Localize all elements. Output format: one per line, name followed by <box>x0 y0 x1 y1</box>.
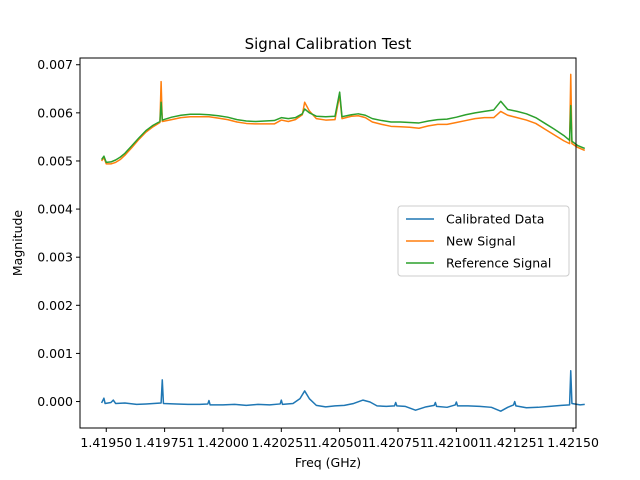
x-tick-label: 1.420251 <box>251 435 311 450</box>
x-tick-label: 1.41950 <box>80 435 132 450</box>
y-tick-label: 0.000 <box>37 394 73 409</box>
series-line-new-signal <box>100 73 586 165</box>
x-tick-label: 1.42000 <box>197 435 249 450</box>
y-tick-label: 0.004 <box>37 202 73 217</box>
x-axis-ticks: 1.41950 1.419751 1.42000 1.4202511.4205011.… <box>80 428 599 450</box>
x-axis-title: Freq (GHz) <box>295 455 361 470</box>
legend-label-reference-signal: Reference Signal <box>446 256 551 271</box>
x-tick-label: 1.421001 <box>427 435 487 450</box>
chart-title: Signal Calibration Test <box>245 35 412 53</box>
legend-label-new-signal: New Signal <box>446 234 516 249</box>
x-tick-label: 1.421251 <box>485 435 545 450</box>
y-tick-label: 0.001 <box>37 346 73 361</box>
x-tick-label: 1.420751 <box>368 435 428 450</box>
x-tick-label: 1.419751 <box>135 435 195 450</box>
legend-box <box>397 205 570 277</box>
x-tick-label: 1.42150 <box>547 435 599 450</box>
y-tick-label: 0.002 <box>37 298 73 313</box>
legend-label-calibrated-data: Calibrated Data <box>446 212 544 227</box>
y-tick-label: 0.006 <box>37 105 73 120</box>
series-line-calibrated-data <box>100 369 585 412</box>
axes <box>79 57 577 429</box>
legend: Calibrated Data New Signal Reference Sig… <box>397 205 570 277</box>
y-axis-title: Magnitude <box>10 210 25 277</box>
y-tick-label: 0.007 <box>37 57 73 72</box>
y-axis-ticks: 0.000 0.001 0.002 0.003 0.004 0.005 0.006 0.007 <box>37 57 80 409</box>
y-tick-label: 0.003 <box>37 250 73 265</box>
x-tick-label: 1.420501 <box>310 435 370 450</box>
series-lines <box>100 73 586 412</box>
plot-frame <box>79 57 577 429</box>
series-line-reference-signal <box>100 91 586 164</box>
y-tick-label: 0.005 <box>37 153 73 168</box>
